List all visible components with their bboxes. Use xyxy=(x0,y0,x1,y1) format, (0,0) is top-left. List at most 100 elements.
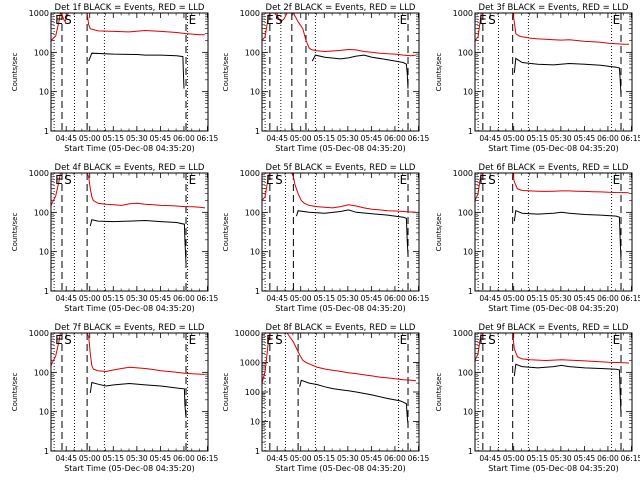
y-tick-label: 1000 xyxy=(29,9,49,18)
plot-frame xyxy=(474,172,633,292)
x-tick-label: 05:45 xyxy=(574,294,596,303)
chart-title: Det 5f BLACK = Events, RED = LLD xyxy=(266,163,416,173)
x-tick-label: 05:00 xyxy=(79,294,101,303)
plot-frame xyxy=(50,332,209,452)
x-tick-label: 05:15 xyxy=(313,134,335,143)
y-tick-label: 100 xyxy=(458,368,473,377)
x-tick-label: 06:15 xyxy=(408,294,430,303)
events-series-line xyxy=(513,57,622,96)
y-tick-label: 10 xyxy=(39,88,49,97)
events-series-line xyxy=(89,381,187,418)
x-tick-label: 06:00 xyxy=(173,454,195,463)
x-tick-label: 05:00 xyxy=(503,134,525,143)
chart-title: Det 1f BLACK = Events, RED = LLD xyxy=(55,3,205,13)
chart-panel: Det 8f BLACK = Events, RED = LLD 1 10 100 10… xyxy=(222,323,430,473)
y-tick-label: 1000 xyxy=(240,169,260,178)
x-tick-label: 05:45 xyxy=(361,134,383,143)
y-tick-label: 10 xyxy=(463,88,473,97)
x-tick-label: 06:15 xyxy=(621,294,640,303)
x-tick-label: 06:00 xyxy=(597,134,619,143)
marker-e-label: E xyxy=(479,173,487,187)
marker-s-label: S xyxy=(275,333,283,347)
marker-e-label: E xyxy=(189,333,197,347)
plot-frame xyxy=(261,172,420,292)
y-tick-label: 10 xyxy=(39,248,49,257)
lld-series-line xyxy=(474,12,629,45)
x-tick-label: 05:15 xyxy=(102,454,124,463)
y-axis-label: Counts/sec xyxy=(222,53,230,92)
y-tick-label: 100 xyxy=(34,208,49,217)
chart-title: Det 8f BLACK = Events, RED = LLD xyxy=(266,323,416,333)
chart-panel: Det 1f BLACK = Events, RED = LLD 1 10 100 10… xyxy=(11,3,219,153)
lld-series-line xyxy=(50,332,205,375)
marker-e-label: E xyxy=(400,13,408,27)
marker-s-label: S xyxy=(64,173,72,187)
y-tick-label: 10 xyxy=(250,248,260,257)
x-tick-label: 05:30 xyxy=(550,134,572,143)
y-tick-label: 1 xyxy=(468,447,473,456)
marker-e-label: E xyxy=(55,333,63,347)
x-tick-label: 06:00 xyxy=(384,454,406,463)
plot-frame xyxy=(50,12,209,132)
x-tick-label: 05:15 xyxy=(313,454,335,463)
chart-title: Det 2f BLACK = Events, RED = LLD xyxy=(266,3,416,13)
y-tick-label: 1 xyxy=(468,287,473,296)
x-tick-label: 05:00 xyxy=(79,454,101,463)
x-tick-label: 05:30 xyxy=(126,294,148,303)
x-tick-label: 04:45 xyxy=(266,134,288,143)
marker-e-label: E xyxy=(266,173,274,187)
x-tick-label: 06:15 xyxy=(408,134,430,143)
x-tick-label: 06:15 xyxy=(621,454,640,463)
x-tick-label: 05:30 xyxy=(550,454,572,463)
x-tick-label: 04:45 xyxy=(55,134,77,143)
marker-s-label: S xyxy=(275,173,283,187)
y-tick-label: 10 xyxy=(463,248,473,257)
marker-e-label: E xyxy=(55,13,63,27)
marker-e-label: E xyxy=(400,333,408,347)
chart-title: Det 7f BLACK = Events, RED = LLD xyxy=(55,323,205,333)
marker-e-label: E xyxy=(189,173,197,187)
chart-panel: Det 3f BLACK = Events, RED = LLD 1 10 100 10… xyxy=(435,3,640,153)
y-tick-label: 10 xyxy=(463,408,473,417)
y-tick-label: 1000 xyxy=(453,329,473,338)
y-axis-label: Counts/sec xyxy=(435,53,443,92)
x-tick-label: 06:15 xyxy=(197,134,219,143)
events-series-line xyxy=(299,379,409,425)
lld-series-line xyxy=(261,172,416,213)
x-tick-label: 05:15 xyxy=(526,294,548,303)
y-tick-label: 100 xyxy=(34,368,49,377)
chart-panel: Det 4f BLACK = Events, RED = LLD 1 10 100 10… xyxy=(11,163,219,313)
x-tick-label: 04:45 xyxy=(266,294,288,303)
x-tick-label: 05:00 xyxy=(503,454,525,463)
marker-s-label: S xyxy=(488,333,496,347)
y-tick-label: 100 xyxy=(34,48,49,57)
y-tick-label: 1000 xyxy=(240,359,260,368)
y-tick-label: 1000 xyxy=(453,9,473,18)
y-axis-label: Counts/sec xyxy=(222,213,230,252)
x-tick-label: 05:45 xyxy=(361,294,383,303)
x-tick-label: 05:00 xyxy=(290,294,312,303)
x-tick-label: 04:45 xyxy=(479,294,501,303)
x-tick-label: 05:15 xyxy=(313,294,335,303)
chart-panel: Det 9f BLACK = Events, RED = LLD 1 10 100 10… xyxy=(435,323,640,473)
x-tick-label: 06:00 xyxy=(384,134,406,143)
x-axis-label: Start Time (05-Dec-08 04:35:20) xyxy=(275,144,406,153)
y-tick-label: 1 xyxy=(44,127,49,136)
chart-title: Det 3f BLACK = Events, RED = LLD xyxy=(479,3,629,13)
y-tick-label: 10 xyxy=(250,88,260,97)
chart-panel: Det 2f BLACK = Events, RED = LLD 1 10 100 10… xyxy=(222,3,430,153)
y-tick-label: 100 xyxy=(458,48,473,57)
x-axis-label: Start Time (05-Dec-08 04:35:20) xyxy=(275,464,406,473)
y-tick-label: 10 xyxy=(250,418,260,427)
y-tick-label: 100 xyxy=(458,208,473,217)
y-axis-label: Counts/sec xyxy=(435,373,443,412)
x-tick-label: 05:30 xyxy=(126,134,148,143)
events-series-line xyxy=(513,363,622,416)
chart-panel: Det 7f BLACK = Events, RED = LLD 1 10 100 10… xyxy=(11,323,219,473)
chart-panel: Det 5f BLACK = Events, RED = LLD 1 10 100 10… xyxy=(222,163,430,313)
marker-s-label: S xyxy=(64,333,72,347)
marker-e-label: E xyxy=(400,173,408,187)
y-tick-label: 1000 xyxy=(240,9,260,18)
y-tick-label: 1 xyxy=(44,287,49,296)
